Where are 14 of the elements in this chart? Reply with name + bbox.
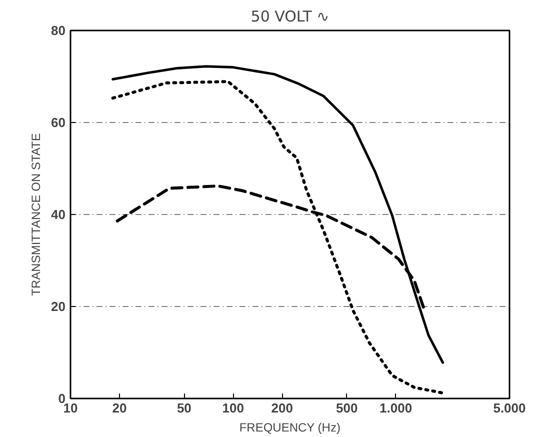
x-tick-label: 100 [222, 400, 244, 416]
y-tick-label: 20 [51, 299, 66, 314]
x-axis-title: FREQUENCY (Hz) [239, 420, 340, 434]
x-tick-label: 1.000 [380, 400, 412, 416]
x-tick-label: 500 [336, 400, 358, 416]
y-tick-label: 60 [51, 115, 66, 130]
x-tick-label: 50 [176, 400, 192, 416]
y-tick-label: 80 [51, 23, 66, 38]
chart-title: 50 VOLT ∿ [250, 8, 330, 26]
y-tick-label: 40 [51, 207, 66, 222]
x-tick-label: 200 [271, 400, 293, 416]
x-tick-label: 5.000 [493, 400, 526, 416]
x-tick-label: 20 [112, 400, 127, 416]
y-axis-title: TRANSMITTANCE ON STATE [29, 133, 44, 296]
